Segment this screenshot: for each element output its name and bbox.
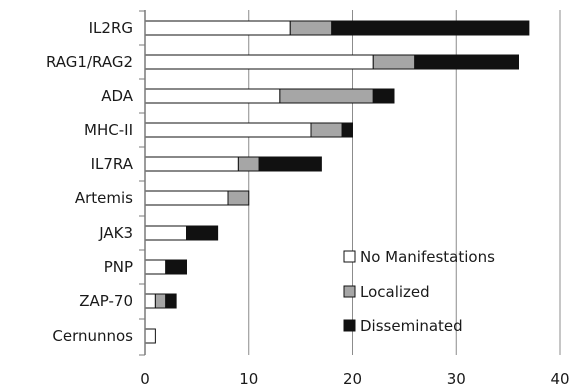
category-label: RAG1/RAG2 [46,53,133,71]
category-label: ZAP-70 [79,292,133,310]
category-label: JAK3 [98,224,133,242]
bar-segment [154,293,167,309]
category-label: PNP [104,258,133,276]
x-tick-label: 30 [447,370,466,388]
x-tick-labels: 0 10 20 30 40 [140,370,569,388]
bar-segment [372,88,395,104]
x-tick-label: 10 [239,370,258,388]
bar-segment [289,20,333,36]
bar-segment [331,20,530,36]
bar-segment [341,122,353,138]
bar-segment [144,328,156,344]
bar-segment [165,293,177,309]
bar-segment [258,156,322,172]
category-labels: IL2RG RAG1/RAG2 ADA MHC-II IL7RA Artemis JAK3 P… [46,19,134,345]
bar-segment [144,156,239,172]
legend-swatch [343,250,356,263]
x-tick-label: 0 [140,370,150,388]
bar-segment [144,259,167,275]
bar-segment [186,225,219,241]
bar-segment [144,88,281,104]
legend-label: Disseminated [360,317,463,335]
bar-segment [237,156,260,172]
bar-segment [144,190,229,206]
bar-segment [414,54,519,70]
bars [144,20,530,344]
legend: No Manifestations Localized Disseminated [343,248,495,335]
category-label: ADA [101,87,134,105]
bar-segment [144,122,312,138]
legend-label: Localized [360,283,430,301]
category-label: MHC-II [84,121,133,139]
bar-segment [165,259,187,275]
category-label: IL2RG [89,19,133,37]
bar-segment [310,122,343,138]
bar-segment [144,20,291,36]
bar-segment [227,190,250,206]
legend-swatch [343,319,356,332]
bar-segment [372,54,416,70]
bar-segment [279,88,374,104]
category-label: IL7RA [91,155,134,173]
axes [139,10,146,356]
category-label: Cernunnos [52,327,133,345]
bar-segment [144,225,187,241]
legend-label: No Manifestations [360,248,495,266]
bar-segment [144,293,156,309]
bar-segment [144,54,374,70]
legend-swatch [343,285,356,298]
x-tick-label: 20 [343,370,362,388]
category-label: Artemis [75,189,133,207]
x-tick-label: 40 [550,370,569,388]
